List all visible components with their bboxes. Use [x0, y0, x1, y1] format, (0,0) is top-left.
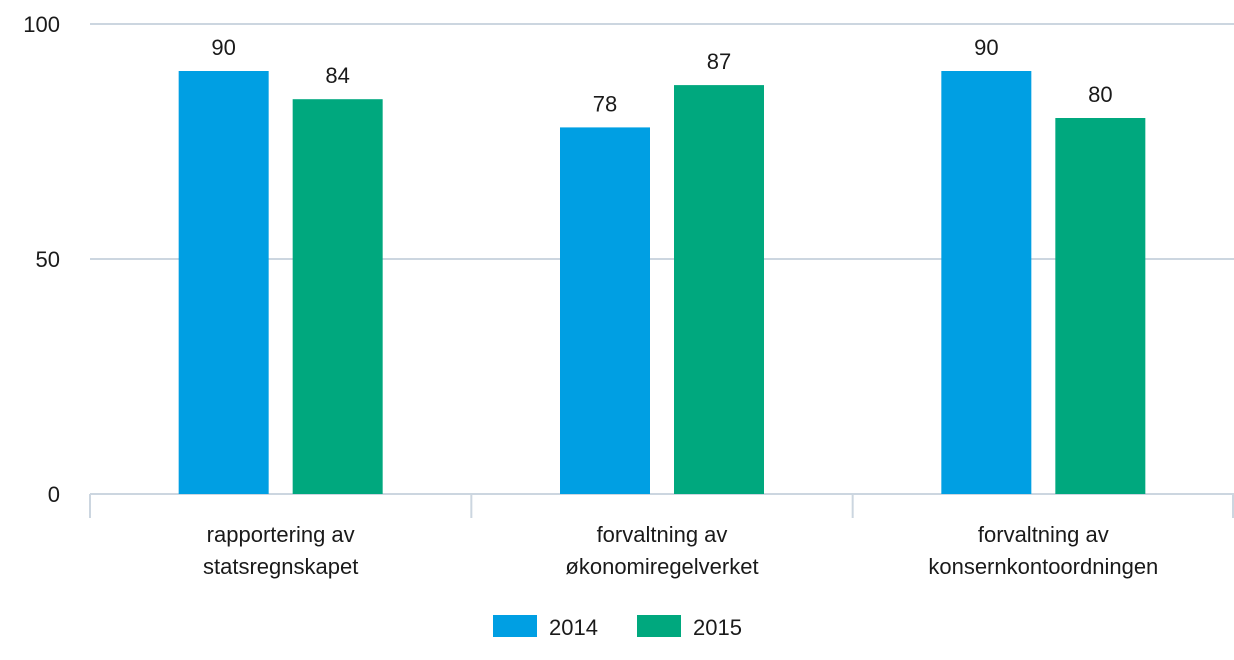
legend-item-2014: 2014: [493, 615, 598, 640]
y-axis-tick-labels: 0 50 100: [23, 12, 60, 507]
bars: [178, 71, 1146, 495]
category-label-line: konsernkontoordningen: [928, 554, 1158, 579]
category-label: forvaltning av økonomiregelverket: [565, 522, 758, 579]
data-label: 87: [707, 49, 731, 74]
y-tick-label: 0: [48, 482, 60, 507]
category-label: rapportering av statsregnskapet: [203, 522, 358, 579]
legend-swatch: [493, 615, 537, 637]
data-label: 90: [974, 35, 998, 60]
legend: 2014 2015: [493, 615, 742, 640]
bar-2015-0: [292, 99, 383, 494]
category-label-line: økonomiregelverket: [565, 554, 758, 579]
bar-2015-2: [1055, 118, 1146, 494]
data-label: 90: [211, 35, 235, 60]
y-tick-label: 100: [23, 12, 60, 37]
bar-2014-1: [560, 127, 650, 495]
category-label: forvaltning av konsernkontoordningen: [928, 522, 1158, 579]
bar-2014-2: [941, 71, 1032, 494]
legend-item-2015: 2015: [637, 615, 742, 640]
legend-label: 2014: [549, 615, 598, 640]
x-axis: [89, 493, 1234, 518]
category-label-line: forvaltning av: [978, 522, 1109, 547]
bar-2014-0: [178, 71, 269, 494]
category-label-line: rapportering av: [207, 522, 355, 547]
category-labels: rapportering av statsregnskapet forvaltnin…: [203, 522, 1158, 579]
category-label-line: forvaltning av: [597, 522, 728, 547]
gridlines: [90, 23, 1234, 260]
data-label: 84: [325, 63, 349, 88]
data-label: 78: [593, 91, 617, 116]
bar-2015-1: [674, 85, 764, 494]
data-label: 80: [1088, 82, 1112, 107]
data-labels: 90 84 78 87 90 80: [211, 35, 1112, 116]
category-label-line: statsregnskapet: [203, 554, 358, 579]
legend-label: 2015: [693, 615, 742, 640]
legend-swatch: [637, 615, 681, 637]
y-tick-label: 50: [36, 247, 60, 272]
